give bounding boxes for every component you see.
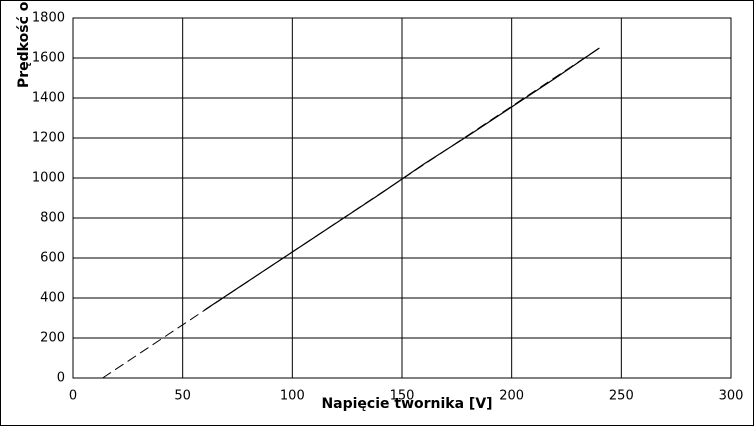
trendline	[102, 47, 600, 379]
x-tick-label: 150	[390, 389, 415, 404]
data-line	[204, 47, 600, 311]
y-tick-label: 1400	[32, 91, 65, 106]
y-tick-label: 600	[40, 251, 65, 266]
y-tick-label: 1000	[32, 171, 65, 186]
y-tick-label: 1600	[32, 51, 65, 66]
y-tick-label: 0	[57, 371, 65, 386]
y-tick-label: 400	[40, 291, 65, 306]
x-tick-label: 0	[69, 389, 77, 404]
x-tick-label: 50	[174, 389, 191, 404]
y-tick-label: 800	[40, 211, 65, 226]
x-tick-label: 100	[280, 389, 305, 404]
y-tick-label: 1200	[32, 131, 65, 146]
y-tick-label: 1800	[32, 11, 65, 26]
x-axis-title: Napięcie twornika [V]	[321, 396, 492, 412]
x-tick-label: 300	[719, 389, 744, 404]
y-tick-label: 200	[40, 331, 65, 346]
x-tick-label: 200	[499, 389, 524, 404]
plot-border	[72, 17, 732, 379]
y-axis-title: Prędkość o	[16, 1, 32, 88]
x-tick-label: 250	[609, 389, 634, 404]
